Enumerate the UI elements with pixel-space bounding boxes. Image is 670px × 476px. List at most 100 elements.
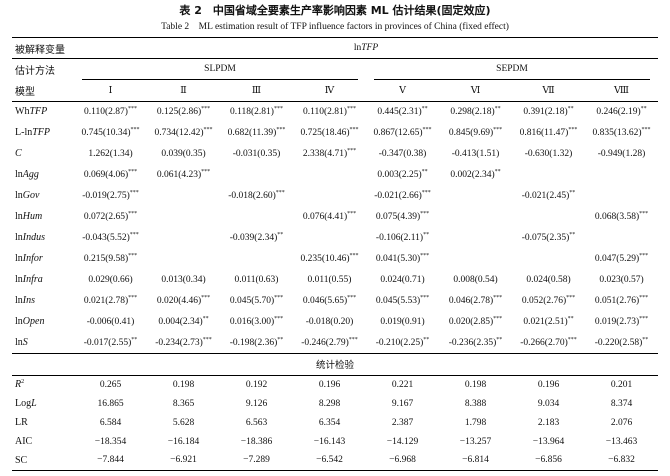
data-cell (147, 185, 220, 206)
data-cell (147, 248, 220, 269)
estimate: 0.816(11.47) (519, 128, 569, 138)
estimate: 0.246(2.19) (596, 107, 641, 118)
data-cell: 0.246(2.19)** (585, 101, 658, 122)
data-cell: -0.031(0.35) (220, 143, 293, 164)
stat-cell: 0.265 (99, 379, 122, 390)
method: SLPDM (82, 59, 358, 80)
data-cell: 0.069(4.06)*** (74, 164, 147, 185)
estimate: -0.006(0.41) (86, 316, 135, 327)
data-cell: 0.021(2.51)** (512, 311, 585, 332)
significance: *** (420, 211, 430, 217)
stat-cell: 0.196 (318, 379, 341, 390)
estimate: 2.338(4.71) (302, 149, 348, 159)
model-cell: Ⅰ (74, 80, 147, 102)
estimate: 0.045(5.53) (375, 296, 421, 306)
significance: ** (567, 106, 574, 113)
estimate: 0.445(2.31) (377, 107, 422, 118)
estimate: -0.021(2.66) (374, 191, 422, 201)
data-cell: 0.051(2.76)*** (585, 290, 658, 311)
stat-cell: 9.034 (537, 398, 560, 409)
data-cell: -0.006(0.41) (74, 311, 147, 332)
significance: *** (639, 253, 649, 259)
stat-cell: 0.198 (172, 379, 195, 390)
data-cell: 2.338(4.71)*** (293, 143, 366, 164)
data-cell (439, 185, 512, 206)
row-label: lnHum (12, 206, 74, 227)
stat-cell: 8.365 (172, 398, 195, 409)
stat-cell: −13.463 (605, 436, 638, 447)
data-cell: 0.835(13.62)*** (585, 122, 658, 143)
label-italic: Ins (22, 295, 36, 306)
stat-cell: −6.832 (585, 451, 659, 471)
significance: ** (277, 232, 284, 238)
estimate: 0.076(4.41) (302, 212, 348, 222)
data-row: lnHum 0.072(2.65)*** 0.076(4.41)*** 0.075(4… (12, 206, 658, 227)
estimate: 0.051(2.76) (594, 296, 640, 306)
data-cell (220, 164, 293, 185)
stat-cell: 8.298 (318, 398, 341, 409)
data-cell: -0.021(2.45)** (512, 185, 585, 206)
data-cell: 0.045(5.53)*** (366, 290, 439, 311)
estimate: 0.020(4.46) (156, 296, 202, 306)
stat-cell: −13.257 (459, 436, 492, 447)
significance: ** (496, 336, 503, 343)
stat-cell: 8.374 (610, 398, 633, 409)
label-italic: Indus (22, 232, 46, 243)
data-cell: 0.008(0.54) (439, 269, 512, 290)
data-cell (512, 164, 585, 185)
data-cell: 0.845(9.69)*** (439, 122, 512, 143)
estimate: 0.069(4.06) (83, 170, 129, 180)
data-cell: 0.020(4.46)*** (147, 290, 220, 311)
estimate: 0.016(3.00) (229, 317, 275, 327)
data-row: lnInfor 0.215(9.58)*** 0.235(10.46)*** 0.04… (12, 248, 658, 269)
data-cell: -0.347(0.38) (366, 143, 439, 164)
data-cell: 0.867(12.65)*** (366, 122, 439, 143)
label-text: ln (15, 190, 23, 201)
estimate: 0.682(11.39) (227, 128, 277, 138)
estimate: -0.236(2.35) (448, 337, 497, 348)
data-cell: 0.110(2.81)*** (293, 101, 366, 122)
significance: *** (130, 127, 140, 133)
header-row: 估计方法 SLPDM SEPDM (12, 59, 658, 80)
estimate: 0.047(5.29) (594, 254, 640, 264)
data-cell (293, 164, 366, 185)
estimate: 0.021(2.78) (83, 296, 129, 306)
significance: *** (128, 253, 138, 259)
label-text: LR (15, 417, 28, 428)
method-cell: SLPDM (74, 59, 366, 80)
model-cell: Ⅵ (439, 80, 512, 102)
results-table: 被解释变量 lnTFP 估计方法 SLPDM SEPDM 模型 Ⅰ Ⅱ Ⅲ Ⅳ Ⅴ Ⅵ Ⅶ Ⅷ WhTFP 0… (12, 37, 659, 471)
significance: *** (275, 190, 285, 196)
estimate: 1.262(1.34) (88, 148, 133, 159)
data-cell: 0.003(2.25)** (366, 164, 439, 185)
significance: ** (569, 232, 576, 238)
estimate: 0.041(5.30) (375, 254, 421, 264)
estimate: 0.118(2.81) (230, 107, 274, 118)
significance: *** (274, 316, 284, 322)
estimate: 0.029(0.66) (88, 274, 133, 285)
label-sup: 2 (21, 379, 25, 386)
data-cell: -0.043(5.52)*** (74, 227, 147, 248)
label-text: ln (15, 169, 23, 180)
data-row: L-lnTFP 0.745(10.34)*** 0.734(12.42)*** 0.6… (12, 122, 658, 143)
label-text: ln (353, 43, 362, 53)
data-cell: 0.076(4.41)*** (293, 206, 366, 227)
data-cell: -0.210(2.25)** (366, 332, 439, 353)
model-cell: Ⅴ (366, 80, 439, 102)
stat-row: LR 6.584 5.628 6.563 6.354 2.387 1.798 2.183 2.0… (12, 413, 658, 432)
data-cell: 0.682(11.39)*** (220, 122, 293, 143)
data-cell: 0.745(10.34)*** (74, 122, 147, 143)
data-cell: 0.445(2.31)** (366, 101, 439, 122)
row-label: lnInfor (12, 248, 74, 269)
label-italic: Gov (22, 190, 40, 201)
data-cell (293, 185, 366, 206)
header-row: 模型 Ⅰ Ⅱ Ⅲ Ⅳ Ⅴ Ⅵ Ⅶ Ⅷ (12, 80, 659, 102)
stat-cell: 0.192 (245, 379, 268, 390)
section-row: 统计检验 (12, 352, 659, 376)
stat-cell: 0.201 (610, 379, 633, 390)
significance: *** (276, 127, 286, 133)
data-cell: 0.061(4.23)*** (147, 164, 220, 185)
significance: ** (131, 336, 138, 343)
label-italic: Open (22, 316, 45, 327)
significance: *** (639, 316, 649, 322)
